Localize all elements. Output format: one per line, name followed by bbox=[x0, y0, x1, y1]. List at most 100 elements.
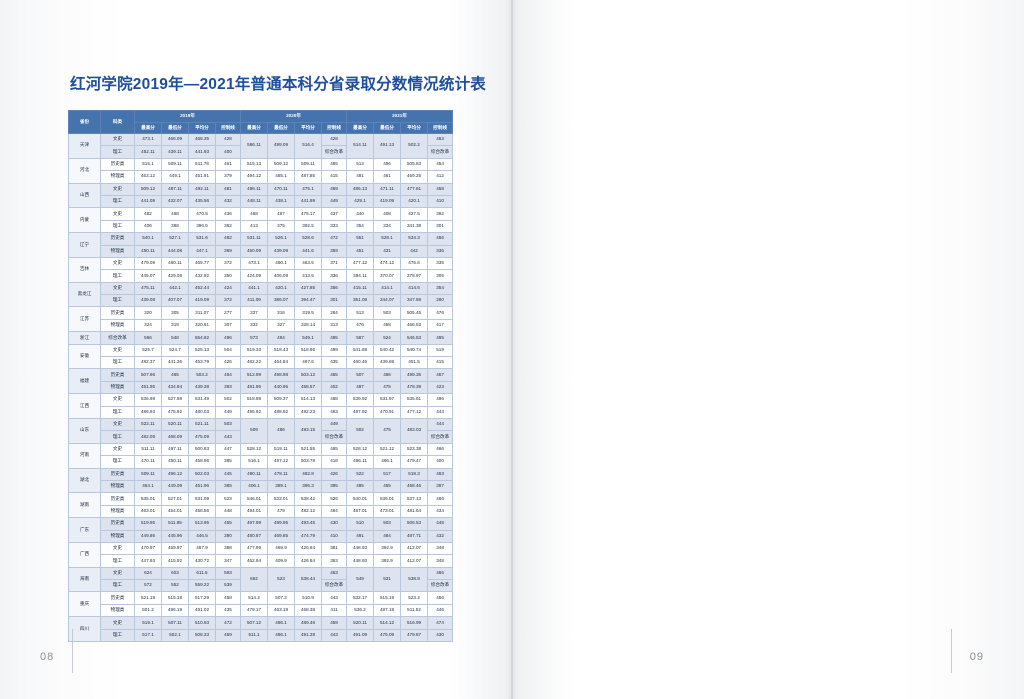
cell-2019-average: 458.96 bbox=[188, 455, 216, 469]
cell-2020-lowest: 469.85 bbox=[267, 529, 296, 543]
cell-2021-average: 478.39 bbox=[400, 380, 429, 395]
cell-2021-control: 415 bbox=[427, 356, 454, 370]
cell-2021-lowest: 517 bbox=[373, 467, 402, 481]
cell-2019-average: 435.56 bbox=[188, 194, 216, 209]
cell-2021-average: 540.74 bbox=[400, 343, 429, 358]
cell-2020-lowest: 463.19 bbox=[267, 603, 296, 618]
cell-2021-lowest: 475 bbox=[373, 380, 402, 395]
cell-2020-average: 392.5 bbox=[294, 219, 323, 234]
cell-2021-control: 467 bbox=[427, 368, 454, 382]
cell-2020-control: 综合改革 bbox=[321, 145, 348, 159]
cell-2019-average: 441.93 bbox=[188, 145, 216, 159]
cell-2019-lowest: 434.94 bbox=[161, 380, 189, 395]
cell-subject: 物理类 bbox=[100, 380, 135, 395]
cell-2021-control: 430 bbox=[427, 628, 454, 643]
cell-2019-highest: 320 bbox=[134, 306, 162, 320]
cell-2019-lowest: 432.07 bbox=[161, 194, 189, 209]
cell-2019-average: 467.9 bbox=[188, 541, 216, 556]
cell-2020-average: 482.12 bbox=[294, 504, 323, 519]
col-year-2019: 2019年 bbox=[133, 110, 242, 123]
cell-2020-control: 464 bbox=[321, 504, 348, 519]
cell-2021-highest: 487.92 bbox=[346, 405, 375, 420]
cell-2020-lowest: 464.84 bbox=[267, 356, 296, 370]
cell-2020-average: 514.13 bbox=[294, 393, 323, 407]
cell-2021-control: 400 bbox=[427, 455, 454, 469]
cell-2021-control: 423 bbox=[427, 380, 454, 395]
table-row: 山东 文史 522.11 520.11 521.11 503 509 486 493.15 449… bbox=[68, 417, 454, 444]
cell-2021-highest: 497 bbox=[346, 380, 375, 395]
cell-2021-average: 479.87 bbox=[400, 628, 429, 643]
cell-subject: 历史类 bbox=[100, 467, 135, 481]
cell-province: 吉林 bbox=[68, 256, 101, 283]
cell-2019-average: 503.2 bbox=[188, 368, 216, 382]
table-row: 物理类 450.11 444.08 447.1 369 450.09 439.09 441.6… bbox=[69, 244, 454, 258]
cell-2020-lowest: 533.01 bbox=[267, 492, 296, 506]
cell-2021-lowest: 514.12 bbox=[373, 616, 402, 630]
cell-2019-lowest: 407.07 bbox=[161, 294, 189, 308]
cell-2021-lowest: 487.18 bbox=[373, 603, 402, 618]
cell-2020-control: 469 bbox=[321, 182, 348, 196]
cell-2019-lowest: 468.09 bbox=[161, 430, 189, 444]
cell-2021-control: 496 bbox=[427, 393, 454, 407]
cell-2020-lowest: 439.09 bbox=[267, 244, 296, 258]
cell-2021-lowest: 334 bbox=[373, 219, 402, 234]
cell-2019-average: 451.91 bbox=[188, 170, 216, 184]
cell-2021-average: 487.71 bbox=[400, 529, 429, 543]
cell-2019-lowest: 496.12 bbox=[161, 467, 189, 481]
cell-2020-average: 521.55 bbox=[294, 442, 323, 457]
cell-2021-highest: 476 bbox=[346, 318, 375, 333]
cell-subject: 物理类 bbox=[100, 603, 135, 618]
cell-2019-average: 531.6 bbox=[188, 232, 216, 246]
cell-2020-control: 综合改革 bbox=[321, 579, 348, 593]
cell-2020-control: 495 bbox=[321, 331, 348, 345]
table-row: 理工 445.07 429.08 432.92 350 424.09 406.09 413.5… bbox=[69, 269, 454, 283]
cell-2020-highest: 495.92 bbox=[240, 405, 269, 420]
col-year-2021: 2021年 bbox=[346, 110, 454, 123]
cell-2020-average: 426.84 bbox=[294, 541, 323, 556]
cell-subject: 综合改革 bbox=[100, 331, 135, 345]
cell-2021-lowest: 515.19 bbox=[373, 591, 402, 605]
cell-2020-control: 426 bbox=[321, 467, 348, 481]
cell-2021-highest: 514.11 bbox=[346, 133, 375, 159]
table-row: 物理类 451.95 434.94 439.38 393 481.95 440.95 458.… bbox=[69, 380, 454, 395]
cell-2020-control: 472 bbox=[321, 232, 348, 246]
cell-2019-average: 517.29 bbox=[188, 591, 216, 605]
cell-2020-control: 411 bbox=[321, 603, 348, 618]
cell-2019-control: 385 bbox=[214, 479, 242, 494]
cell-2021-average: 523.2 bbox=[400, 591, 429, 605]
cell-province: 海南 bbox=[68, 566, 101, 593]
table-row: 理工 406 388 396.5 352 413 375 392.5 333 354 334 341.… bbox=[69, 219, 454, 234]
cell-2020-lowest: 518.43 bbox=[267, 343, 296, 358]
cell-2019-highest: 475.11 bbox=[134, 281, 162, 296]
table-row: 湖南 历史类 535.01 527.01 531.09 523 546.01 533.01 53… bbox=[68, 492, 454, 519]
cell-2019-lowest: 502.1 bbox=[161, 628, 189, 643]
cell-2019-average: 446.5 bbox=[188, 529, 216, 543]
cell-2019-highest: 572 bbox=[134, 579, 162, 593]
cell-2021-lowest: 496 bbox=[373, 157, 402, 172]
cell-2019-average: 396.5 bbox=[188, 219, 216, 234]
cell-2019-highest: 463.01 bbox=[134, 504, 162, 519]
cell-subject: 物理类 bbox=[100, 529, 135, 543]
cell-2019-highest: 511.11 bbox=[134, 442, 162, 457]
cell-2021-lowest: 491.13 bbox=[373, 133, 402, 159]
cell-2020-lowest: 438.1 bbox=[267, 194, 296, 209]
col-2019-average: 平均分 bbox=[188, 122, 216, 134]
table-row: 广东 历史类 519.95 511.95 513.95 455 497.99 489.95 49… bbox=[68, 517, 454, 543]
cell-2021-average: 412.07 bbox=[400, 554, 429, 568]
cell-2021-average: 341.38 bbox=[400, 219, 429, 234]
cell-2021-lowest: 466.1 bbox=[373, 455, 402, 469]
cell-subject: 历史类 bbox=[100, 591, 135, 605]
cell-2021-average: 378.97 bbox=[400, 269, 429, 283]
cell-2019-lowest: 603 bbox=[161, 566, 189, 581]
cell-2019-highest: 441.09 bbox=[134, 194, 162, 209]
cell-2021-lowest: 431 bbox=[373, 244, 402, 258]
cell-2020-lowest: 467 bbox=[267, 207, 296, 221]
cell-2020-average: 394.47 bbox=[294, 294, 323, 308]
cell-2021-highest: 451 bbox=[346, 244, 375, 258]
cell-2021-highest: 491 bbox=[346, 529, 375, 543]
cell-2021-highest: 540.01 bbox=[346, 492, 375, 506]
cell-subject: 文史 bbox=[100, 207, 135, 221]
cell-2021-average: 502.2 bbox=[400, 133, 429, 159]
cell-2021-control: 综合改革 bbox=[427, 430, 454, 444]
